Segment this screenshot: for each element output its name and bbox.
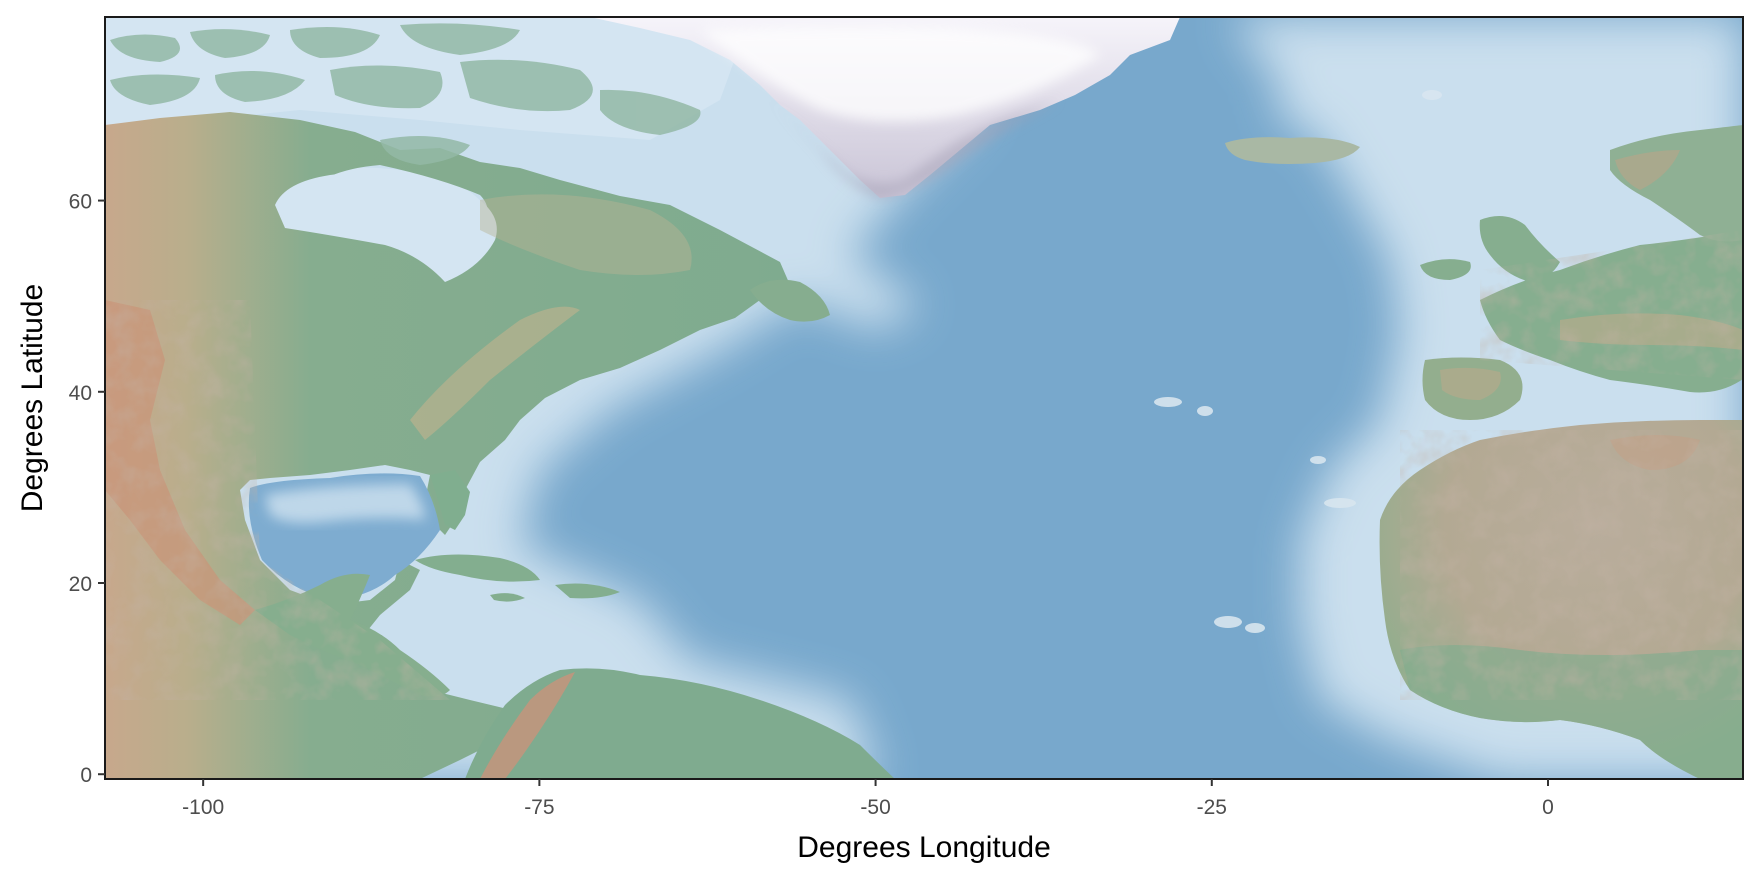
x-tick-label: -50 xyxy=(860,796,890,819)
y-axis: 0 20 40 60 xyxy=(69,191,105,787)
y-tick-label: 60 xyxy=(69,191,92,214)
arctic-islands xyxy=(110,23,701,165)
caribbean-islands xyxy=(415,554,620,602)
x-axis: -100 -75 -50 -25 0 xyxy=(182,779,1554,819)
x-axis-title: Degrees Longitude xyxy=(797,831,1051,864)
y-axis-title: Degrees Latitude xyxy=(16,284,49,513)
map-panel xyxy=(105,17,1743,779)
y-tick-label: 40 xyxy=(69,382,92,405)
panel-border xyxy=(104,16,1744,780)
x-tick-label: -25 xyxy=(1197,796,1227,819)
relief-texture xyxy=(105,230,1743,700)
x-tick-label: -75 xyxy=(524,796,554,819)
iceland xyxy=(1225,137,1360,164)
y-tick-label: 0 xyxy=(80,764,92,787)
y-tick-label: 20 xyxy=(69,573,92,596)
x-tick-label: -100 xyxy=(182,796,224,819)
atlantic-islands xyxy=(1154,90,1442,633)
x-tick-label: 0 xyxy=(1542,796,1554,819)
south-america xyxy=(465,668,895,779)
greenland xyxy=(590,17,1180,198)
newfoundland xyxy=(750,279,830,322)
